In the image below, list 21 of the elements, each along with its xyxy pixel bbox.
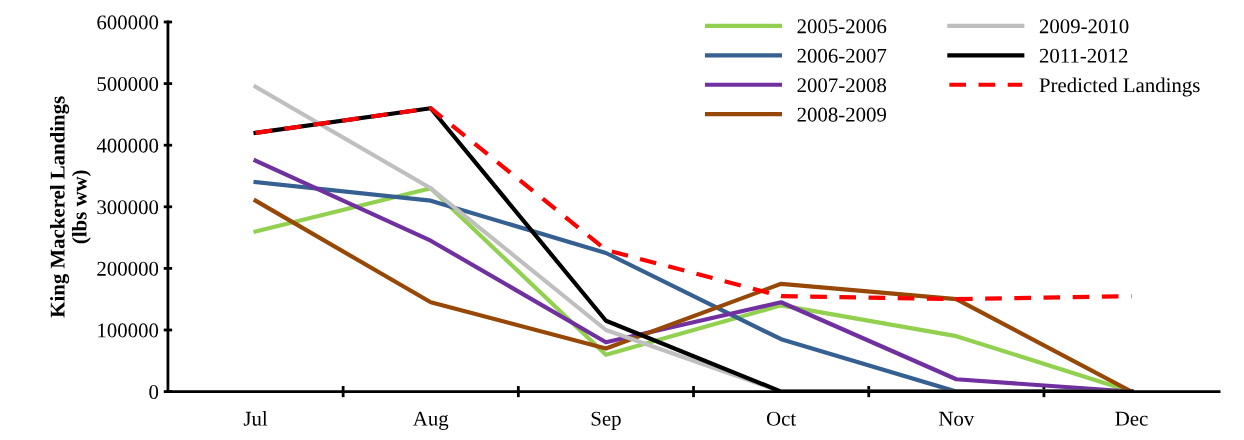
x-tick-label: Jul: [243, 411, 268, 426]
y-tick-label: 500000: [97, 76, 159, 92]
y-tick-label: 100000: [98, 323, 159, 338]
y-axis-title: King Mackerel Landings (lbs ww): [50, 96, 91, 318]
legend-label: 2008-2009: [797, 107, 887, 122]
legend-label: 2006-2007: [797, 48, 887, 63]
legend-label: Predicted Landings: [1039, 77, 1200, 97]
x-tick-label: Nov: [938, 411, 975, 426]
y-tick-label: 0: [149, 384, 159, 400]
x-tick-label: Sep: [591, 411, 621, 430]
x-tick-label: Oct: [766, 411, 797, 426]
legend-label: 2011-2012: [1039, 48, 1128, 63]
x-tick-label: Aug: [413, 411, 449, 430]
y-tick-label: 200000: [97, 261, 159, 276]
legend-label: 2005-2006: [797, 19, 887, 34]
y-tick-label: 600000: [97, 15, 159, 30]
legend-label: 2007-2008: [797, 78, 887, 93]
x-tick-label: Dec: [1115, 411, 1148, 426]
y-tick-label: 400000: [96, 138, 159, 153]
legend-label: 2009-2010: [1039, 19, 1129, 34]
y-tick-label: 300000: [97, 200, 159, 215]
